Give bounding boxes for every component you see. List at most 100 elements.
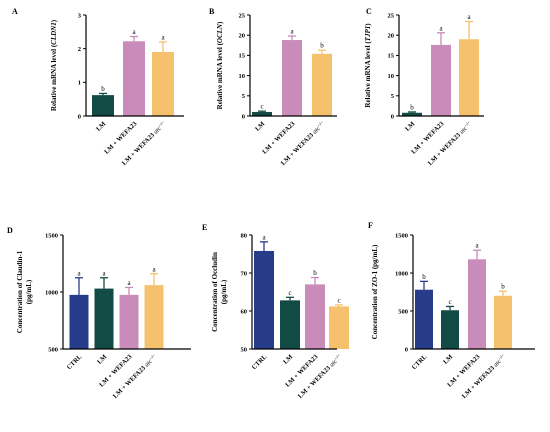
significance-letter-2: a <box>290 28 294 36</box>
panel-letter: F <box>368 221 373 230</box>
significance-letter-4: b <box>501 283 505 291</box>
y-tick-label-1: 5 <box>242 93 246 100</box>
significance-letter-4: a <box>152 265 156 273</box>
bar-1 <box>69 294 89 349</box>
y-tick-label-3: 3 <box>78 12 82 19</box>
bar-1 <box>415 289 433 349</box>
y-tick-label-5: 25 <box>239 12 246 19</box>
category-label-4: LM + WEFA23 atc−/− <box>296 352 344 400</box>
y-tick-label-0: 0 <box>242 113 245 120</box>
bar-2 <box>441 310 459 349</box>
category-label-2: LM <box>96 353 108 365</box>
y-axis-title-unit: (pg/mL) <box>25 279 33 304</box>
significance-letter-3: b <box>313 269 317 277</box>
category-label-1: LM <box>254 120 266 132</box>
y-tick-label-3: 80 <box>241 232 248 239</box>
significance-letter-3: b <box>320 42 324 50</box>
bar-3 <box>468 259 486 349</box>
bar-4 <box>494 295 512 349</box>
category-label-4: LM + WEFA23 atc−/− <box>111 352 159 400</box>
y-axis-title: Relative mRNA level (OCLN) <box>216 21 224 109</box>
category-label-1: CTRL <box>66 353 84 371</box>
category-label-4: LM + WEFA23 atc−/− <box>460 352 508 400</box>
y-tick-label-0: 50 <box>241 346 248 353</box>
y-tick-label-3: 1500 <box>395 232 408 239</box>
y-tick-label-2: 10 <box>239 73 246 80</box>
category-label-1: LM <box>404 120 416 132</box>
bar-2 <box>94 288 114 349</box>
bar-2 <box>282 40 302 116</box>
y-tick-label-0: 0 <box>391 113 394 120</box>
y-tick-label-0: 0 <box>405 346 408 353</box>
bar-3 <box>152 52 174 116</box>
panel-letter: B <box>209 7 215 16</box>
y-tick-label-2: 1000 <box>395 270 408 277</box>
bar-2 <box>280 300 300 349</box>
bar-3 <box>459 39 479 116</box>
significance-letter-1: b <box>410 103 414 111</box>
panel-letter: D <box>7 226 13 235</box>
bar-4 <box>329 306 349 349</box>
y-axis-title: Relative mRNA level (TJP1) <box>364 23 372 108</box>
significance-letter-2: c <box>448 298 451 306</box>
significance-letter-1: b <box>422 273 426 281</box>
y-axis-title: Concentration of Claudin-1 <box>16 250 24 333</box>
significance-letter-3: a <box>161 33 165 41</box>
significance-letter-2: a <box>132 28 136 36</box>
y-tick-label-2: 2 <box>78 46 81 53</box>
significance-letter-3: a <box>475 242 479 250</box>
bar-1 <box>252 111 272 116</box>
panel-letter: C <box>366 7 372 16</box>
category-label-2: LM <box>282 353 294 365</box>
bar-1 <box>92 95 114 116</box>
significance-letter-3: a <box>127 279 131 287</box>
bar-3 <box>312 53 332 116</box>
significance-letter-1: c <box>260 103 263 111</box>
significance-letter-1: b <box>101 85 105 93</box>
bar-1 <box>402 112 422 116</box>
significance-letter-1: a <box>77 269 81 277</box>
y-tick-label-2: 70 <box>241 270 248 277</box>
bar-2 <box>123 41 145 117</box>
significance-letter-2: a <box>102 269 106 277</box>
y-axis-title: Concentration of Occludin <box>211 252 219 332</box>
significance-letter-3: a <box>467 13 471 21</box>
y-tick-label-1: 5 <box>391 93 395 100</box>
y-axis-title-unit: (pg/mL) <box>220 279 228 304</box>
y-axis-title: Concentration of ZO-1 (pg/mL) <box>371 244 379 339</box>
y-tick-label-4: 20 <box>239 33 246 40</box>
y-tick-label-3: 15 <box>239 53 246 60</box>
bar-3 <box>305 284 325 349</box>
category-label-1: LM <box>95 120 107 132</box>
significance-letter-2: a <box>439 24 443 32</box>
y-tick-label-4: 20 <box>388 33 395 40</box>
y-tick-label-1: 500 <box>398 308 408 315</box>
y-tick-label-2: 10 <box>388 73 395 80</box>
significance-letter-2: c <box>288 289 291 297</box>
y-tick-label-1: 60 <box>241 308 248 315</box>
bar-3 <box>119 294 139 349</box>
category-label-2: LM <box>442 353 454 365</box>
category-label-3: LM + WEFA23 atc−/− <box>426 119 474 167</box>
significance-letter-1: a <box>262 233 266 241</box>
y-tick-label-0: 0 <box>78 113 81 120</box>
panel-letter: A <box>12 7 18 16</box>
bar-1 <box>254 250 274 349</box>
y-tick-label-1: 1000 <box>45 289 58 296</box>
y-tick-label-5: 25 <box>388 12 395 19</box>
significance-letter-4: c <box>337 296 340 304</box>
y-tick-label-2: 1500 <box>45 232 58 239</box>
y-axis-title: Relative mRNA level (CLDN1) <box>50 19 58 111</box>
y-tick-label-3: 15 <box>388 53 395 60</box>
category-label-1: CTRL <box>411 353 429 371</box>
panel-letter: E <box>202 223 207 232</box>
bar-4 <box>144 285 164 349</box>
bar-2 <box>431 44 451 117</box>
